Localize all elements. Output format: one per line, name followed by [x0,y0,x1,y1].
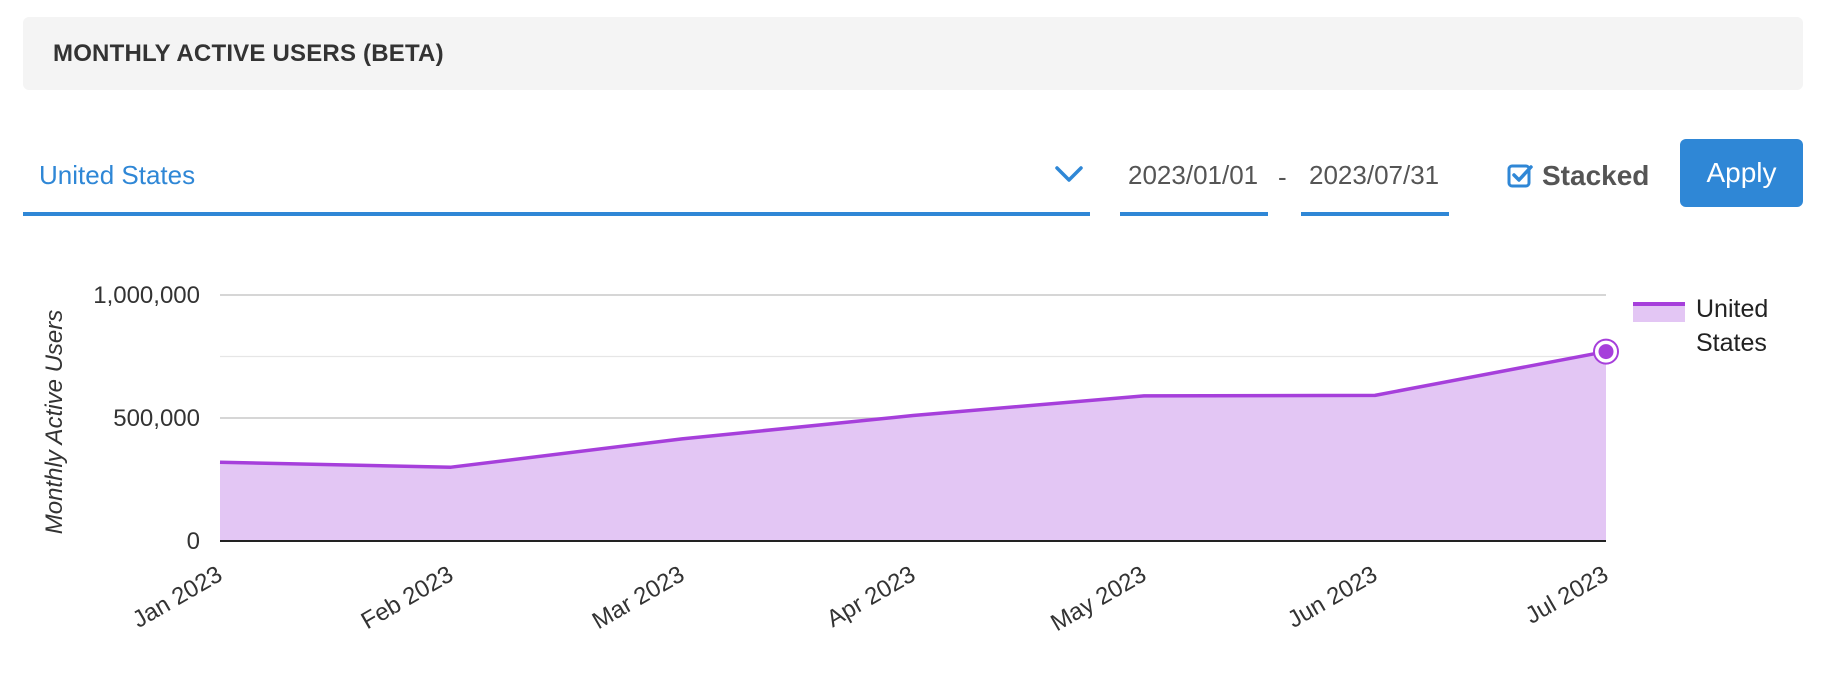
x-tick-label: Jan 2023 [128,561,227,634]
checkbox-checked-icon [1507,164,1533,188]
data-point[interactable] [445,461,457,473]
x-tick-label: Apr 2023 [822,561,920,633]
y-tick-label: 0 [187,528,200,555]
series-line-united-states [219,349,1607,469]
apply-button[interactable]: Apply [1680,139,1803,207]
y-axis-ticks: 0 500,000 1,000,000 [93,282,200,555]
start-date-input[interactable]: 2023/01/01 [1120,150,1268,216]
x-tick-label: Jun 2023 [1283,561,1382,634]
y-tick-label: 500,000 [113,405,200,432]
x-tick-label: May 2023 [1046,561,1151,637]
stacked-label: Stacked [1542,160,1650,191]
x-axis-ticks: Jan 2023 Feb 2023 Mar 2023 Apr 2023 May 2023… [128,561,1613,637]
data-point[interactable] [1138,390,1150,402]
legend-item-united-states[interactable]: United States [1696,295,1769,357]
series-points[interactable] [214,338,1619,474]
end-date-input[interactable]: 2023/07/31 [1301,150,1449,216]
x-tick-label: Feb 2023 [357,561,458,635]
end-date-value: 2023/07/31 [1309,160,1440,190]
x-tick-label: Jul 2023 [1521,561,1613,630]
x-tick-label: Mar 2023 [588,561,689,635]
legend-swatch [1633,302,1685,322]
date-range-separator: - [1278,162,1287,192]
stacked-checkbox[interactable]: Stacked [1507,158,1649,194]
data-point[interactable] [1369,389,1381,401]
highlighted-data-point[interactable] [1598,344,1614,360]
data-point[interactable] [214,456,226,468]
country-select-value: United States [39,160,196,190]
y-axis-label: Monthly Active Users [41,310,68,535]
data-point[interactable] [676,433,688,445]
data-point[interactable] [907,410,919,422]
start-date-value: 2023/01/01 [1128,160,1259,190]
series-area-united-states [220,351,1606,541]
chevron-down-icon [1055,166,1083,182]
panel-title: MONTHLY ACTIVE USERS (BETA) [53,39,444,67]
y-tick-label: 1,000,000 [93,282,200,309]
country-select[interactable]: United States [23,150,1090,216]
panel-header: MONTHLY ACTIVE USERS (BETA) [23,17,1803,90]
